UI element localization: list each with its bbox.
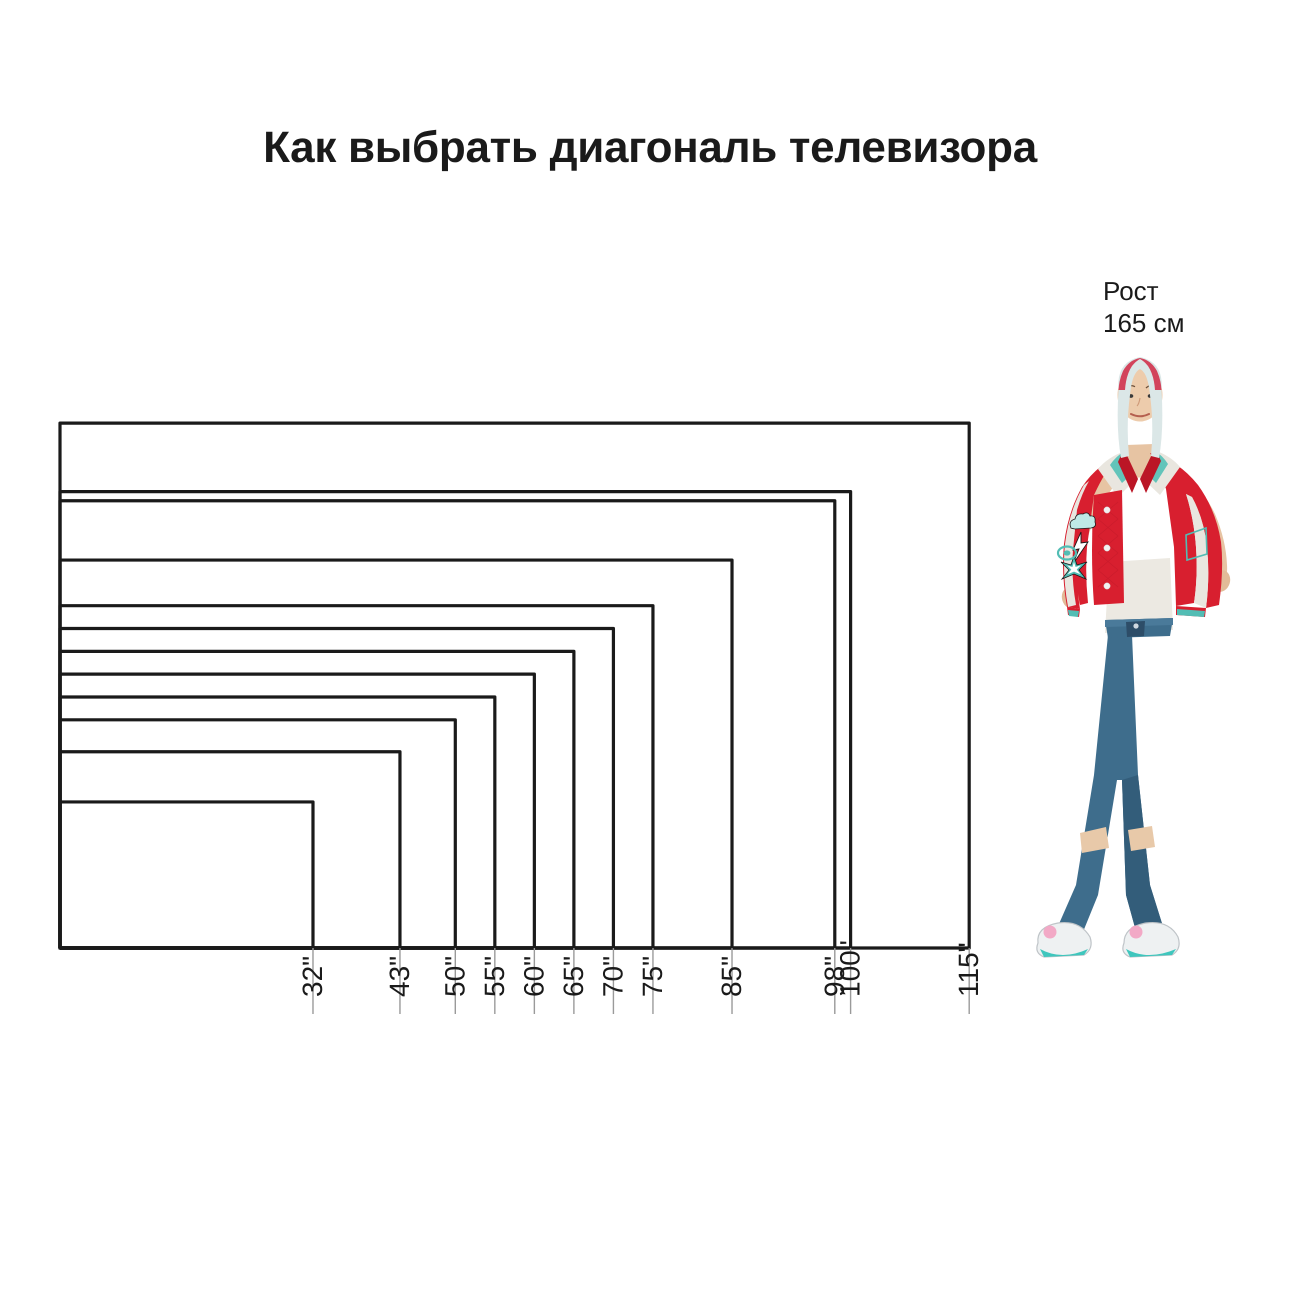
svg-text:43": 43" (384, 956, 415, 997)
svg-text:65": 65" (558, 956, 589, 997)
svg-text:50": 50" (439, 956, 470, 997)
svg-text:75": 75" (637, 956, 668, 997)
svg-text:85": 85" (716, 956, 747, 997)
svg-text:115": 115" (953, 942, 984, 997)
svg-text:70": 70" (597, 956, 628, 997)
svg-text:60": 60" (518, 956, 549, 997)
svg-text:32": 32" (297, 956, 328, 997)
svg-text:100": 100" (835, 940, 866, 997)
svg-text:55": 55" (479, 956, 510, 997)
